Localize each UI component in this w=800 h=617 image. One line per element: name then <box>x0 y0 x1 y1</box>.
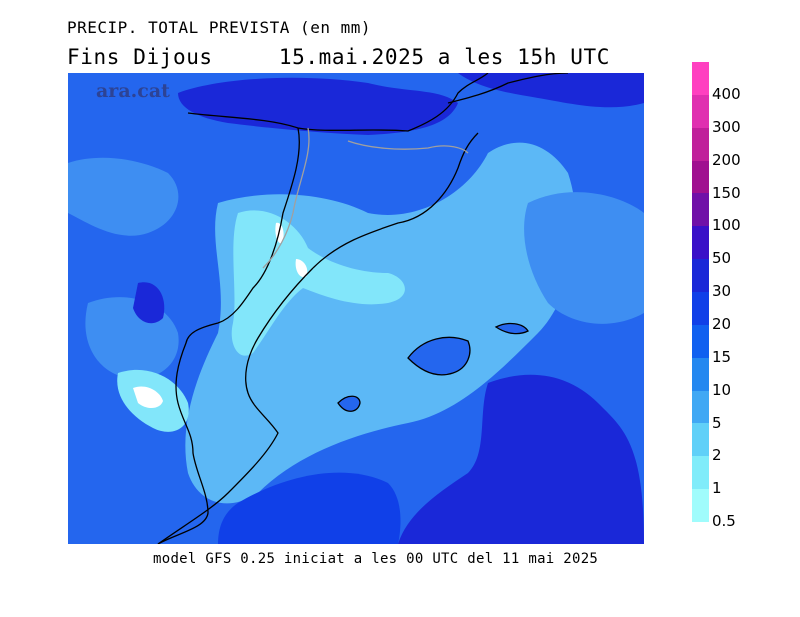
precip-zone-south <box>398 374 644 544</box>
coastline-valencia <box>157 267 314 544</box>
legend-swatch <box>692 324 709 359</box>
coastline-france <box>447 73 569 104</box>
precipitation-map <box>68 73 644 544</box>
precip-zone-west-dark <box>133 282 165 324</box>
legend-tick-label: 400 <box>712 85 741 103</box>
legend-tick-label: 20 <box>712 315 732 333</box>
coastline-iberia <box>157 73 489 544</box>
precip-zone-north <box>178 77 458 135</box>
island-mallorca <box>407 336 471 376</box>
legend-tick-label: 10 <box>712 380 732 399</box>
island-menorca <box>494 322 529 335</box>
legend-swatch <box>692 160 709 194</box>
precip-zone-northeast <box>458 73 644 108</box>
aracat-logo: ara.cat <box>96 80 170 102</box>
legend-tick-label: 150 <box>712 183 741 202</box>
legend-tick-label: 5 <box>712 413 722 432</box>
legend-tick-label: 0.5 <box>712 512 736 531</box>
precip-zone-west-light <box>68 157 179 236</box>
legend-tick-label: 200 <box>712 150 741 169</box>
legend-swatch <box>692 226 709 260</box>
legend-swatch <box>692 423 709 457</box>
legend-tick-label: 100 <box>712 216 741 235</box>
legend-swatch <box>692 489 709 523</box>
legend-swatch <box>692 127 709 162</box>
legend-swatch <box>692 390 709 424</box>
legend-swatch <box>692 94 709 129</box>
precip-legend <box>692 62 709 523</box>
precip-zone-east-light <box>524 192 644 324</box>
legend-tick-label: 15 <box>712 347 732 366</box>
map-valid-time: Fins Dijous 15.mai.2025 a les 15h UTC <box>67 45 610 69</box>
legend-swatch <box>692 259 709 293</box>
model-run-note: model GFS 0.25 iniciat a les 00 UTC del … <box>153 551 599 567</box>
legend-tick-label: 30 <box>712 282 732 301</box>
precip-zone-max-west <box>133 386 163 409</box>
legend-tick-label: 300 <box>712 117 741 136</box>
legend-tick-label: 2 <box>712 446 722 465</box>
precip-zone-max-coast <box>295 259 308 278</box>
legend-tick-label: 1 <box>712 479 722 498</box>
border-spain-france <box>262 127 469 269</box>
precipitation-map-svg <box>68 73 644 544</box>
map-title: PRECIP. TOTAL PREVISTA (en mm) <box>67 18 371 37</box>
legend-swatch <box>692 456 709 490</box>
legend-swatch <box>692 193 709 227</box>
precip-zone-southwest <box>218 472 401 544</box>
island-ibiza <box>337 395 361 412</box>
legend-swatch <box>692 357 709 392</box>
legend-swatch <box>692 62 709 96</box>
legend-tick-label: 50 <box>712 249 732 268</box>
legend-swatch <box>692 292 709 326</box>
